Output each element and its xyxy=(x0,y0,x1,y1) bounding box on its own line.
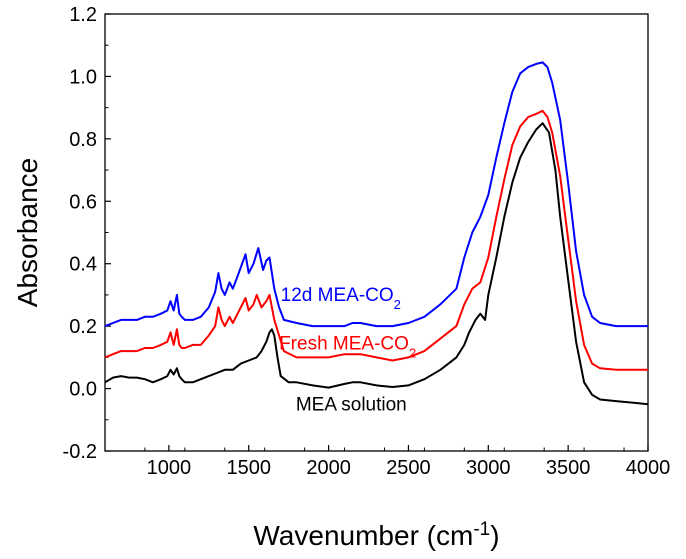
y-tick-label--0.2: -0.2 xyxy=(63,441,97,463)
x-tick-label-3000: 3000 xyxy=(466,457,511,479)
series-label-12d-subscript: 2 xyxy=(394,297,401,312)
series-label-12d-mea-co2: 12d MEA-CO2 xyxy=(281,285,401,312)
series-label-12d-text: 12d MEA-CO xyxy=(281,285,394,306)
x-tick-label-1000: 1000 xyxy=(147,457,192,479)
y-tick-label-0.4: 0.4 xyxy=(69,254,97,276)
series-lines xyxy=(104,61,649,406)
series-line-mea-solution xyxy=(104,122,649,406)
x-axis-label: Wavenumber (cm-1) xyxy=(253,519,499,552)
y-tick-label-0.6: 0.6 xyxy=(69,191,97,213)
series-line-12d-mea-co2 xyxy=(104,61,648,328)
x-axis-label-superscript: -1 xyxy=(473,519,490,540)
x-tick-label-3500: 3500 xyxy=(546,457,591,479)
series-label-fresh-mea-co2: Fresh MEA-CO2 xyxy=(279,334,416,361)
axis-ticks: 1000 1500 2000 2500 3000 3500 4000 -0.2 0.0 0.2 0.… xyxy=(63,4,671,479)
y-tick-label-0.8: 0.8 xyxy=(69,129,97,151)
y-tick-label-0.0: 0.0 xyxy=(69,379,97,401)
x-tick-label-2000: 2000 xyxy=(306,457,351,479)
series-label-fresh-subscript: 2 xyxy=(409,345,416,360)
y-tick-label-1.2: 1.2 xyxy=(69,4,97,26)
y-axis-label: Absorbance xyxy=(12,158,43,307)
series-line-fresh-mea-co2 xyxy=(104,109,648,371)
x-tick-label-2500: 2500 xyxy=(386,457,431,479)
x-tick-label-1500: 1500 xyxy=(226,457,271,479)
y-tick-label-0.2: 0.2 xyxy=(69,316,97,338)
x-tick-label-4000: 4000 xyxy=(626,457,671,479)
series-label-mea-solution: MEA solution xyxy=(296,394,407,415)
x-axis-label-close: ) xyxy=(490,520,499,551)
y-tick-label-1.0: 1.0 xyxy=(69,66,97,88)
series-label-fresh-text: Fresh MEA-CO xyxy=(279,334,409,355)
x-axis-label-text: Wavenumber (cm xyxy=(253,520,473,551)
